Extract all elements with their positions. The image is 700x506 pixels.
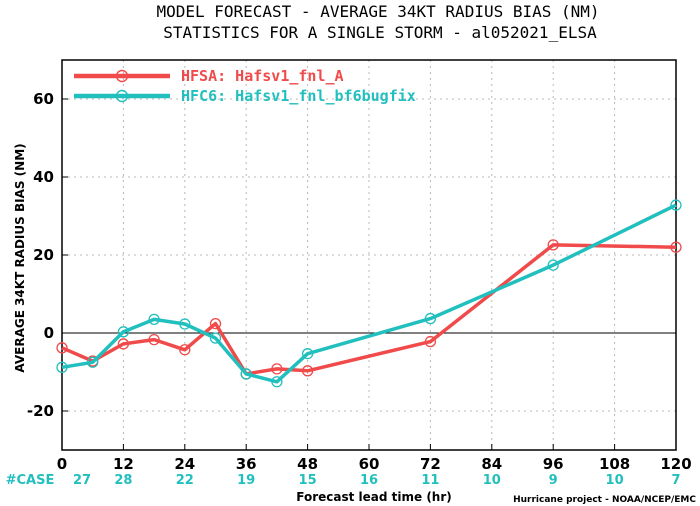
x-tick-labels: 0 12 24 36 48 60 72 84 96 108 120 bbox=[57, 444, 692, 473]
y-axis-label: AVERAGE 34KT RADIUS BIAS (NM) bbox=[13, 143, 27, 372]
x-tick-label: 108 bbox=[599, 455, 630, 473]
data-point bbox=[271, 363, 283, 375]
case-count: 9 bbox=[549, 473, 558, 488]
series-1 bbox=[56, 239, 682, 380]
x-tick-label: 0 bbox=[57, 455, 67, 473]
y-tick-label: 60 bbox=[33, 90, 54, 108]
chart-title-line2: STATISTICS FOR A SINGLE STORM - al052021… bbox=[163, 23, 597, 42]
x-tick-label: 84 bbox=[481, 455, 502, 473]
data-point bbox=[424, 312, 437, 325]
legend-marker bbox=[115, 89, 129, 103]
data-point bbox=[209, 317, 222, 330]
chart-title-line1: MODEL FORECAST - AVERAGE 34KT RADIUS BIA… bbox=[156, 2, 599, 21]
grid-lines bbox=[62, 60, 676, 450]
data-point bbox=[148, 333, 160, 346]
data-point bbox=[56, 361, 68, 373]
x-tick-label: 72 bbox=[420, 455, 441, 473]
data-point bbox=[670, 199, 682, 211]
legend-label: HFC6: Hafsv1_fnl_bf6bugfix bbox=[181, 87, 416, 105]
case-count: 15 bbox=[299, 473, 317, 488]
case-count: 22 bbox=[176, 473, 194, 488]
series-group bbox=[56, 199, 682, 388]
data-point bbox=[240, 368, 252, 380]
data-point bbox=[301, 348, 314, 360]
y-tick-label: 0 bbox=[44, 324, 54, 342]
data-point bbox=[271, 376, 283, 388]
series-line bbox=[61, 243, 677, 376]
case-count: 27 bbox=[73, 473, 91, 488]
series-line bbox=[61, 203, 677, 384]
x-tick-label: 12 bbox=[113, 455, 134, 473]
data-point bbox=[179, 344, 191, 356]
case-count: 11 bbox=[421, 473, 439, 488]
series-2 bbox=[56, 199, 682, 388]
data-point bbox=[56, 342, 68, 354]
data-point bbox=[179, 318, 191, 330]
case-count: 10 bbox=[606, 473, 624, 488]
x-axis-label: Forecast lead time (hr) bbox=[296, 490, 452, 504]
legend: HFSA: Hafsv1_fnl_A HFC6: Hafsv1_fnl_bf6bu… bbox=[74, 67, 416, 105]
y-tick-label: -20 bbox=[27, 402, 54, 420]
data-point bbox=[117, 326, 130, 338]
data-point bbox=[547, 239, 559, 251]
y-tick-label: 20 bbox=[33, 246, 54, 264]
case-count: 28 bbox=[114, 473, 132, 488]
data-point bbox=[670, 241, 682, 253]
data-point bbox=[424, 335, 437, 348]
data-point bbox=[301, 365, 314, 377]
data-point bbox=[547, 259, 559, 271]
y-tick-label: 40 bbox=[33, 168, 54, 186]
case-label: #CASE bbox=[6, 473, 55, 488]
case-count: 16 bbox=[360, 473, 378, 488]
y-tick-labels: 60 40 20 0 -20 bbox=[27, 90, 68, 420]
legend-label: HFSA: Hafsv1_fnl_A bbox=[181, 67, 344, 85]
x-tick-label: 24 bbox=[174, 455, 195, 473]
case-count: 19 bbox=[237, 473, 255, 488]
x-tick-label: 48 bbox=[297, 455, 318, 473]
credit-text: Hurricane project - NOAA/NCEP/EMC bbox=[513, 495, 696, 505]
x-tick-label: 36 bbox=[236, 455, 257, 473]
data-point bbox=[209, 332, 222, 344]
case-count: 7 bbox=[671, 473, 680, 488]
data-point bbox=[117, 338, 130, 350]
legend-marker bbox=[115, 69, 129, 83]
data-point bbox=[87, 356, 99, 368]
x-tick-label: 96 bbox=[543, 455, 564, 473]
x-tick-label: 60 bbox=[359, 455, 380, 473]
data-point bbox=[148, 313, 160, 326]
case-counts: 27 28 22 19 15 16 11 10 9 10 7 bbox=[73, 473, 681, 488]
x-tick-label: 120 bbox=[660, 455, 691, 473]
case-count: 10 bbox=[483, 473, 501, 488]
